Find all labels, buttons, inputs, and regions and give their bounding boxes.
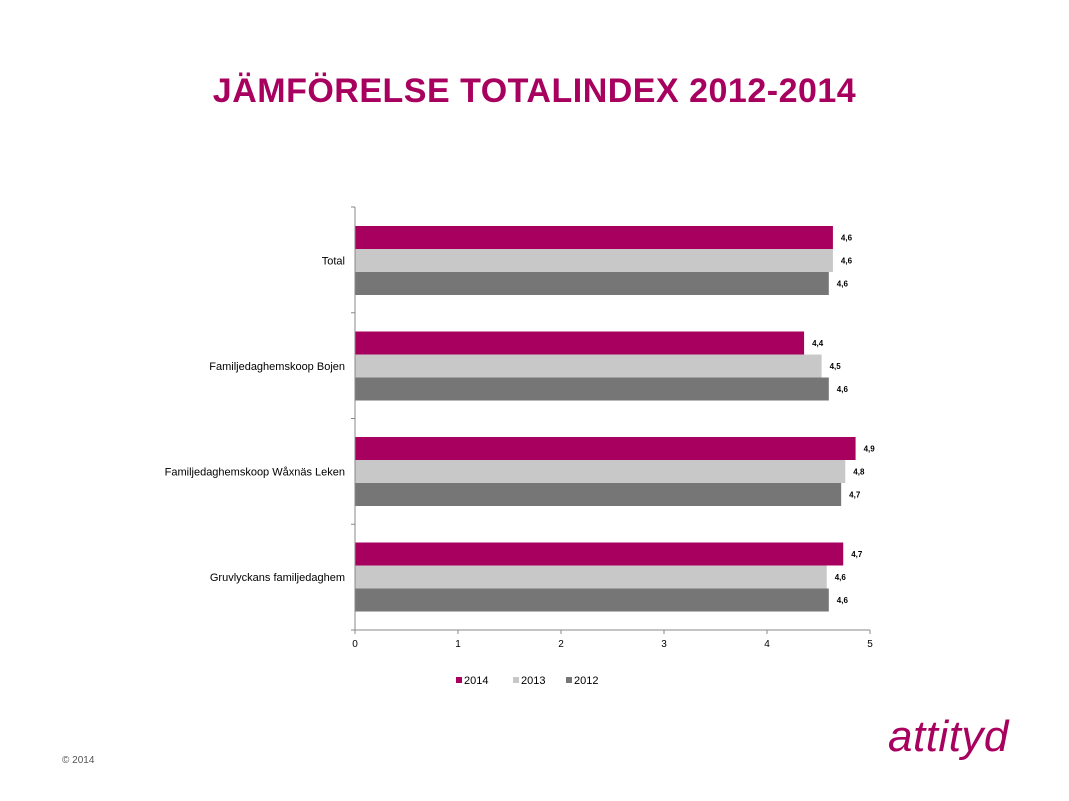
data-label: 4,7	[849, 491, 861, 500]
data-label: 4,4	[812, 339, 824, 348]
data-label: 4,8	[853, 468, 865, 477]
copyright-text: © 2014	[62, 755, 95, 766]
data-label: 4,6	[841, 257, 853, 266]
bar-2013-3	[355, 460, 846, 483]
category-label: Gruvlyckans familjedaghem	[210, 572, 345, 584]
data-label: 4,6	[837, 385, 849, 394]
bar-2013-2	[355, 354, 822, 378]
category-label: Total	[322, 256, 345, 268]
legend-swatch-2014	[456, 677, 462, 683]
x-tick-label: 0	[352, 639, 358, 650]
data-label: 4,6	[835, 573, 847, 582]
data-label: 4,5	[830, 362, 842, 371]
legend-label-2012: 2012	[574, 675, 598, 687]
legend-label-2014: 2014	[464, 675, 488, 687]
data-label: 4,9	[864, 445, 876, 454]
bar-2014-2	[355, 331, 805, 355]
data-label: 4,6	[841, 234, 853, 243]
bar-2013-1	[355, 249, 833, 272]
bar-2012-4	[355, 588, 829, 612]
bar-2012-3	[355, 483, 842, 506]
data-label: 4,7	[851, 550, 863, 559]
x-tick-label: 5	[867, 639, 873, 650]
data-label: 4,6	[837, 280, 849, 289]
x-tick-label: 3	[661, 639, 667, 650]
legend-label-2013: 2013	[521, 675, 545, 687]
legend-swatch-2013	[513, 677, 519, 683]
bar-2012-2	[355, 377, 829, 401]
data-label: 4,6	[837, 596, 849, 605]
page-title: JÄMFÖRELSE TOTALINDEX 2012-2014	[212, 72, 857, 110]
category-label: Familjedaghemskoop Wåxnäs Leken	[165, 467, 345, 479]
x-tick-label: 1	[455, 639, 461, 650]
x-tick-label: 2	[558, 639, 564, 650]
category-label: Familjedaghemskoop Bojen	[209, 361, 345, 373]
bar-2012-1	[355, 272, 829, 295]
x-tick-label: 4	[764, 639, 770, 650]
brand-logo: attityd	[888, 712, 1009, 761]
legend-swatch-2012	[566, 677, 572, 683]
bar-2014-4	[355, 542, 844, 566]
bar-2014-3	[355, 437, 856, 460]
bar-2014-1	[355, 226, 833, 249]
bar-2013-4	[355, 565, 827, 589]
